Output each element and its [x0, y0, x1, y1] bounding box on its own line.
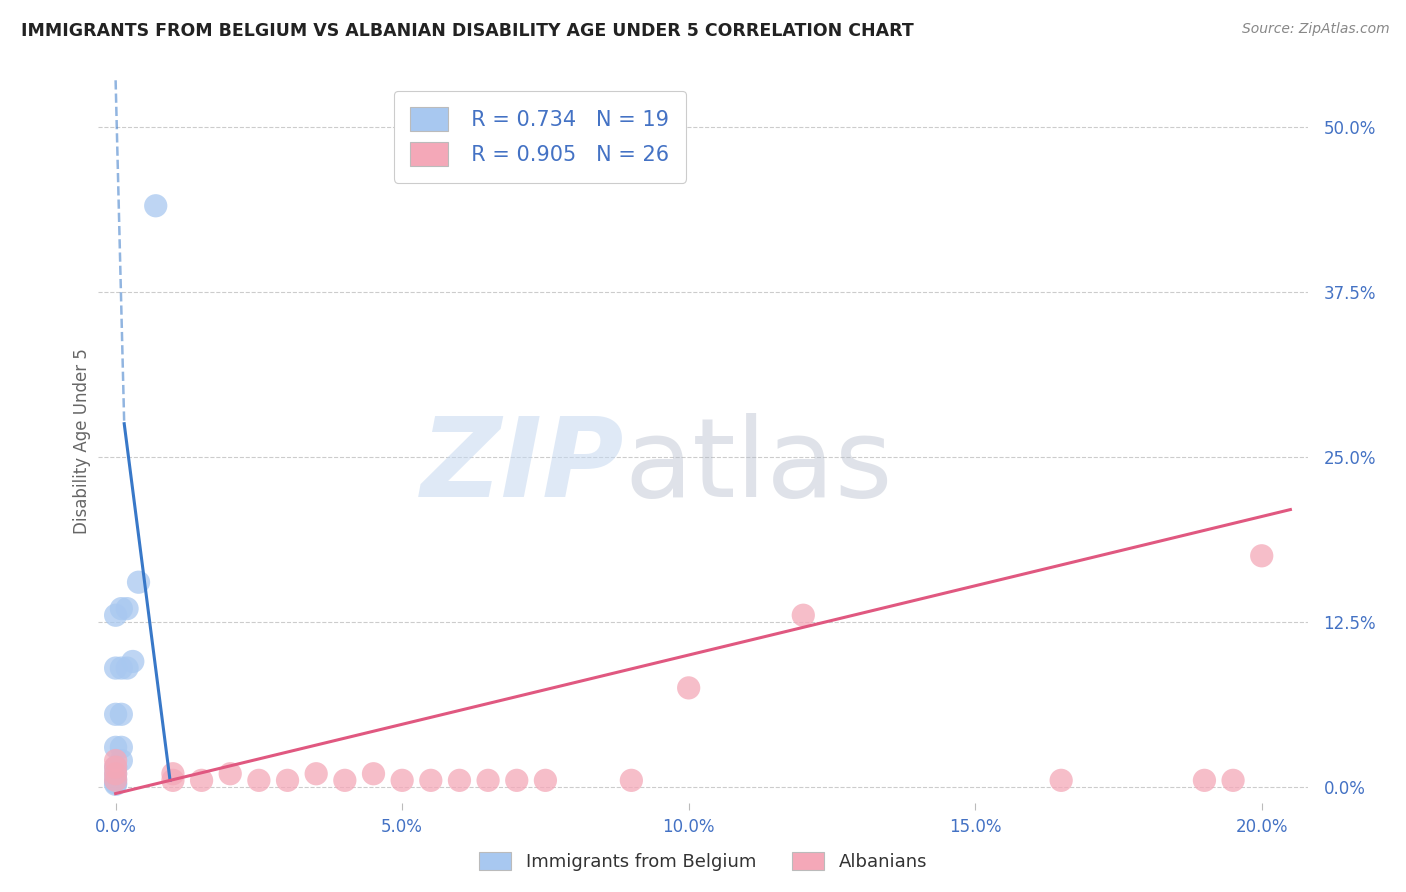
Y-axis label: Disability Age Under 5: Disability Age Under 5 — [73, 349, 91, 534]
Point — [110, 754, 132, 768]
Point — [104, 776, 127, 790]
Point — [115, 601, 138, 615]
Point — [534, 773, 557, 788]
Point — [190, 773, 212, 788]
Point — [104, 772, 127, 786]
Point — [305, 766, 328, 780]
Point — [1050, 773, 1073, 788]
Point — [620, 773, 643, 788]
Point — [121, 655, 143, 669]
Point — [110, 707, 132, 722]
Point — [104, 608, 127, 623]
Point — [1222, 773, 1244, 788]
Text: atlas: atlas — [624, 413, 893, 520]
Point — [333, 773, 356, 788]
Point — [104, 661, 127, 675]
Point — [277, 773, 299, 788]
Point — [363, 766, 385, 780]
Point — [678, 681, 700, 695]
Text: IMMIGRANTS FROM BELGIUM VS ALBANIAN DISABILITY AGE UNDER 5 CORRELATION CHART: IMMIGRANTS FROM BELGIUM VS ALBANIAN DISA… — [21, 22, 914, 40]
Point — [104, 740, 127, 755]
Text: Source: ZipAtlas.com: Source: ZipAtlas.com — [1241, 22, 1389, 37]
Point — [449, 773, 471, 788]
Point — [145, 199, 167, 213]
Point — [128, 575, 150, 590]
Point — [506, 773, 529, 788]
Point — [115, 661, 138, 675]
Point — [104, 760, 127, 774]
Point — [110, 601, 132, 615]
Point — [104, 754, 127, 768]
Legend:   R = 0.734   N = 19,   R = 0.905   N = 26: R = 0.734 N = 19, R = 0.905 N = 26 — [394, 91, 686, 183]
Point — [391, 773, 413, 788]
Point — [110, 661, 132, 675]
Legend: Immigrants from Belgium, Albanians: Immigrants from Belgium, Albanians — [471, 845, 935, 879]
Point — [419, 773, 441, 788]
Point — [104, 773, 127, 788]
Point — [477, 773, 499, 788]
Point — [162, 773, 184, 788]
Point — [1194, 773, 1216, 788]
Point — [219, 766, 242, 780]
Point — [104, 760, 127, 774]
Point — [162, 766, 184, 780]
Point — [104, 766, 127, 780]
Point — [104, 707, 127, 722]
Point — [247, 773, 270, 788]
Point — [792, 608, 814, 623]
Point — [110, 740, 132, 755]
Point — [1250, 549, 1272, 563]
Point — [104, 777, 127, 791]
Point — [104, 766, 127, 780]
Text: ZIP: ZIP — [420, 413, 624, 520]
